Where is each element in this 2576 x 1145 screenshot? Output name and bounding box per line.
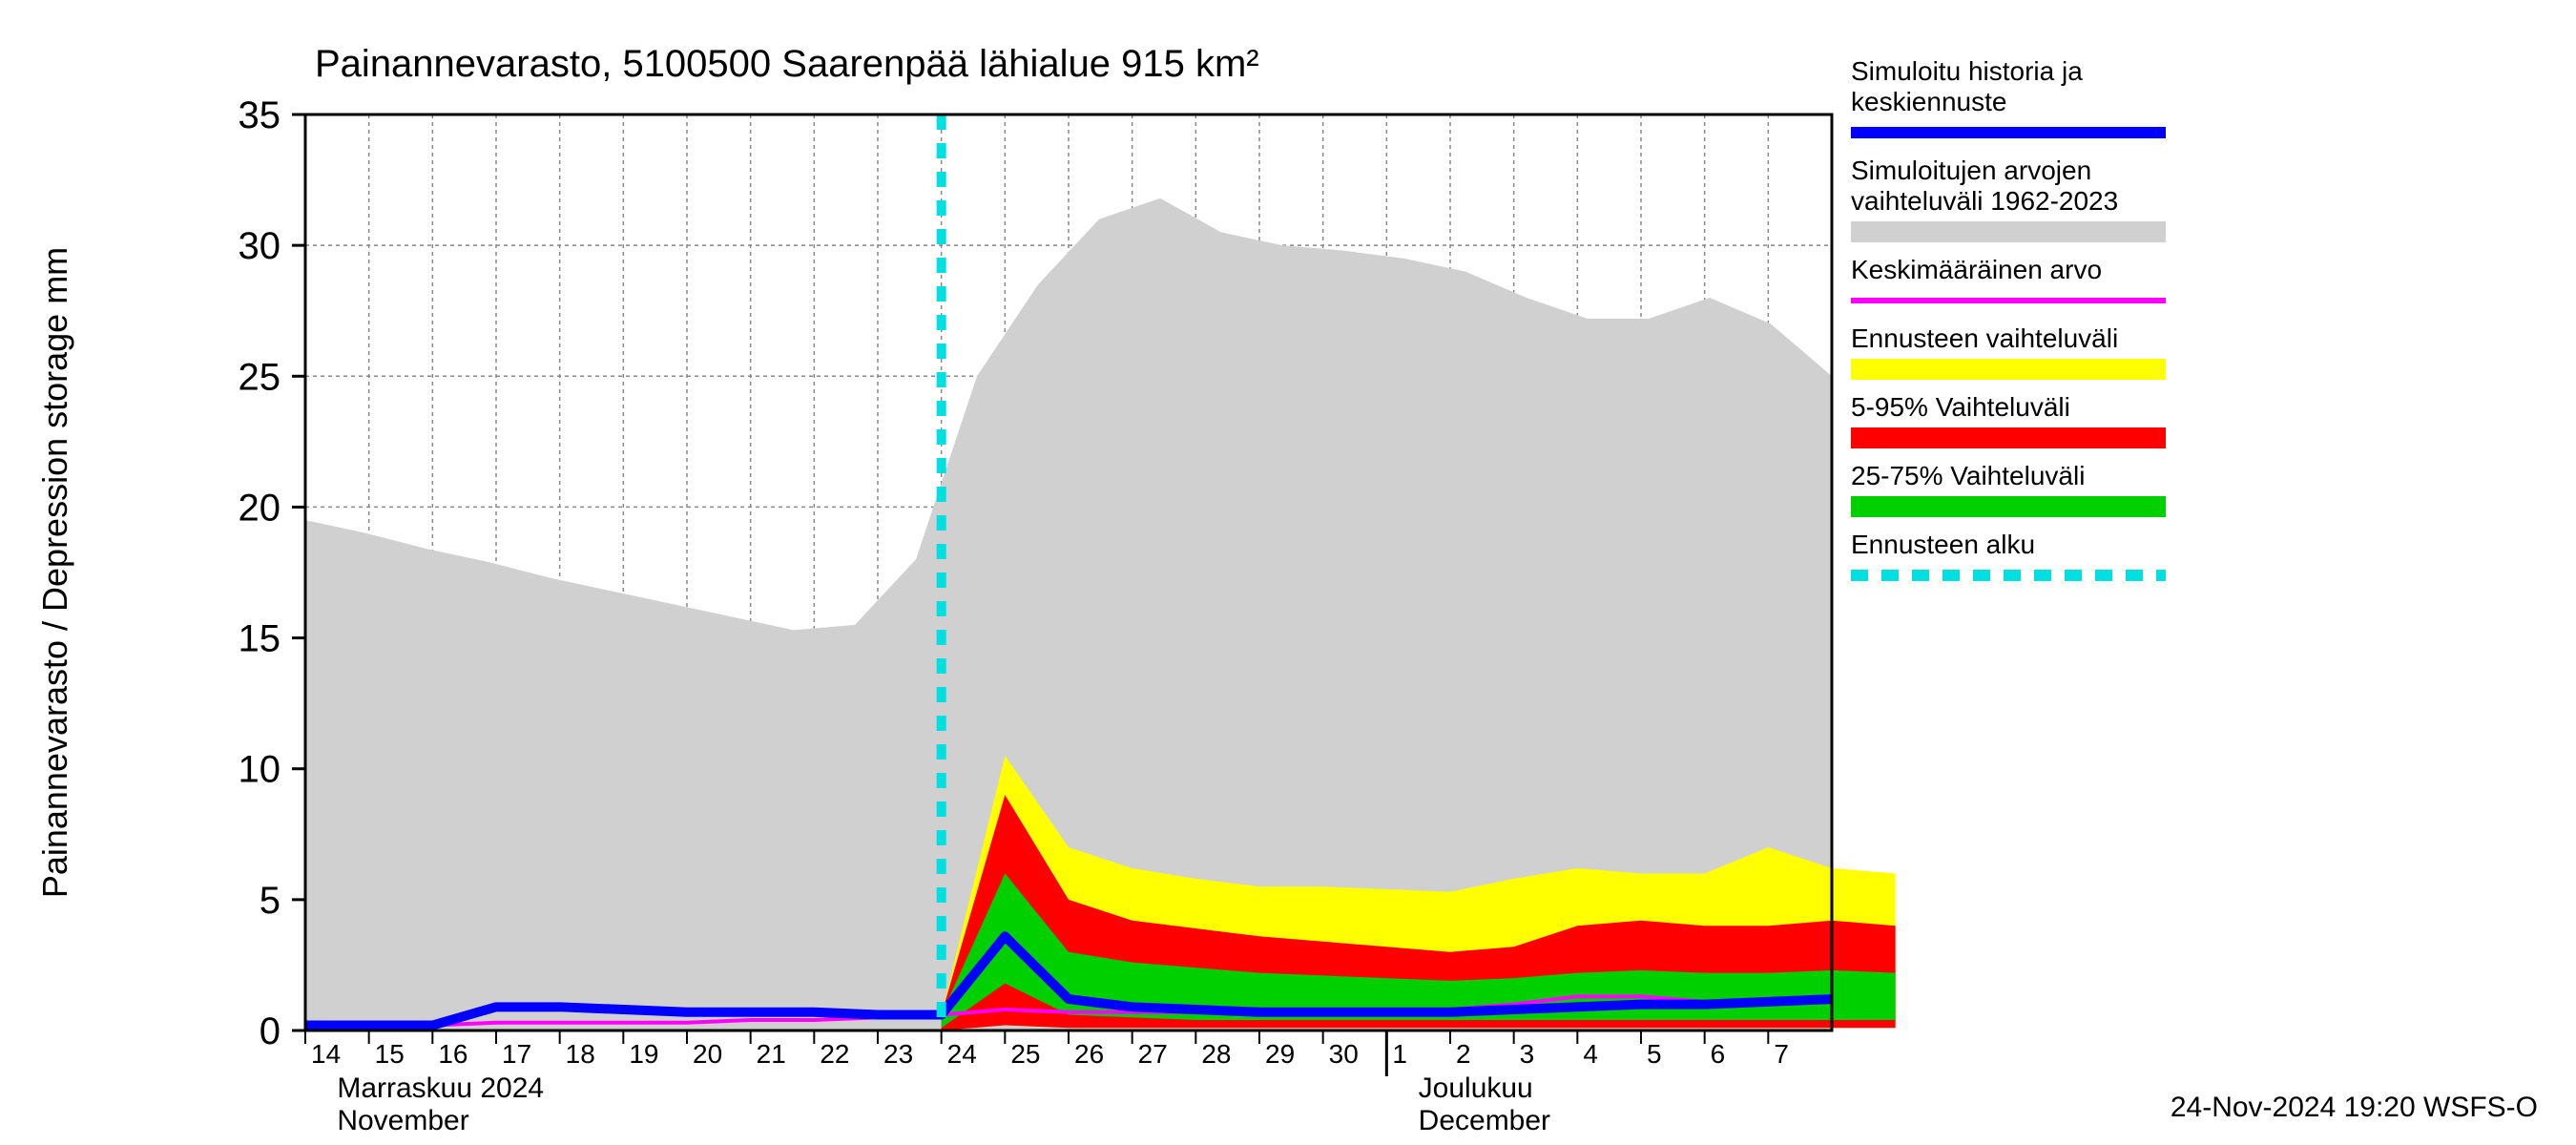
x-tick-label: 17 — [502, 1039, 531, 1069]
legend-swatch — [1851, 221, 2166, 242]
legend-label: Keskimääräinen arvo — [1851, 255, 2102, 284]
chart-title: Painannevarasto, 5100500 Saarenpää lähia… — [315, 43, 1259, 85]
x-tick-label: 3 — [1520, 1039, 1535, 1069]
month-label: December — [1419, 1105, 1550, 1136]
x-tick-label: 24 — [947, 1039, 977, 1069]
chart-container: 0510152025303514151617181920212223242526… — [0, 0, 2576, 1145]
x-tick-label: 29 — [1265, 1039, 1295, 1069]
x-tick-label: 30 — [1329, 1039, 1359, 1069]
y-axis-label: Painannevarasto / Depression storage mm — [35, 247, 74, 898]
x-tick-label: 21 — [757, 1039, 786, 1069]
y-tick-label: 25 — [239, 356, 281, 398]
x-tick-label: 1 — [1392, 1039, 1407, 1069]
x-tick-label: 2 — [1456, 1039, 1471, 1069]
timestamp-watermark: 24-Nov-2024 19:20 WSFS-O — [2171, 1092, 2538, 1123]
month-label: November — [337, 1105, 468, 1136]
y-tick-label: 5 — [260, 880, 280, 922]
x-tick-label: 27 — [1138, 1039, 1168, 1069]
legend-label: Ennusteen vaihteluväli — [1851, 323, 2118, 353]
y-tick-label: 10 — [239, 749, 281, 791]
legend-swatch — [1851, 496, 2166, 517]
x-tick-label: 6 — [1711, 1039, 1726, 1069]
legend-label: Ennusteen alku — [1851, 530, 2035, 559]
x-tick-label: 4 — [1583, 1039, 1598, 1069]
x-tick-label: 18 — [566, 1039, 595, 1069]
y-tick-label: 20 — [239, 487, 281, 529]
x-tick-label: 14 — [311, 1039, 341, 1069]
forecast-chart: 0510152025303514151617181920212223242526… — [0, 0, 2576, 1145]
month-label: Marraskuu 2024 — [337, 1072, 544, 1104]
legend-label: 25-75% Vaihteluväli — [1851, 461, 2085, 490]
legend-label: 5-95% Vaihteluväli — [1851, 392, 2070, 422]
x-tick-label: 22 — [820, 1039, 849, 1069]
y-tick-label: 15 — [239, 618, 281, 660]
legend-swatch — [1851, 427, 2166, 448]
legend-label: Simuloitujen arvojen — [1851, 156, 2091, 185]
x-tick-label: 19 — [629, 1039, 658, 1069]
x-tick-label: 15 — [375, 1039, 405, 1069]
legend-label: Simuloitu historia ja — [1851, 56, 2083, 86]
y-tick-label: 35 — [239, 94, 281, 136]
legend-label: vaihteluväli 1962-2023 — [1851, 186, 2118, 216]
x-tick-label: 16 — [438, 1039, 467, 1069]
legend-swatch — [1851, 359, 2166, 380]
x-tick-label: 23 — [883, 1039, 913, 1069]
x-tick-label: 28 — [1201, 1039, 1231, 1069]
y-tick-label: 30 — [239, 225, 281, 267]
x-tick-label: 7 — [1774, 1039, 1789, 1069]
x-tick-label: 26 — [1074, 1039, 1104, 1069]
month-label: Joulukuu — [1419, 1072, 1533, 1104]
x-tick-label: 20 — [693, 1039, 722, 1069]
legend-label: keskiennuste — [1851, 87, 2006, 116]
x-tick-label: 5 — [1647, 1039, 1662, 1069]
x-tick-label: 25 — [1010, 1039, 1040, 1069]
y-tick-label: 0 — [260, 1010, 280, 1052]
